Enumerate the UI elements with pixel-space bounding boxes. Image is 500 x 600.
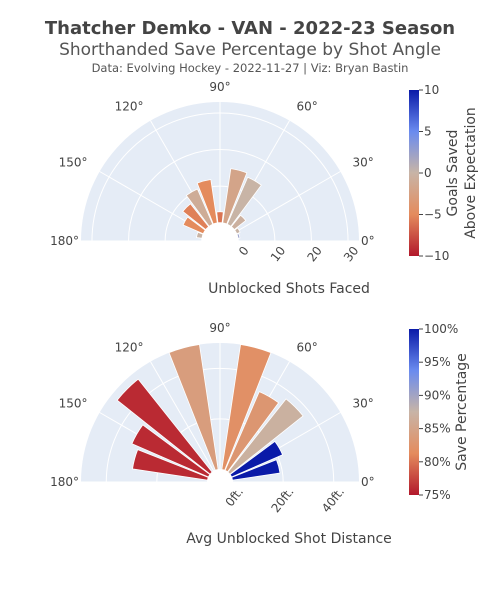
radial-tick-label: 0 [236, 244, 252, 259]
colorbar-gradient [409, 329, 419, 495]
angular-tick-label: 90° [209, 80, 230, 94]
chart-title: Thatcher Demko - VAN - 2022-23 Season [44, 18, 456, 39]
polar-bar [116, 378, 213, 475]
angular-tick-label: 120° [115, 340, 144, 354]
colorbar-title: Save Percentage [454, 353, 470, 471]
polar-bar [216, 211, 224, 224]
axis-label: Avg Unblocked Shot Distance [186, 531, 392, 547]
polar-chart-shot-distance: 180° 150° 120° 90° 60° 30° 0° 0ft. 20ft. 40ft. Avg… [50, 321, 392, 547]
angular-gridline [150, 361, 221, 483]
angular-tick-label: 0° [361, 475, 375, 489]
radial-tick-label: 20ft. [268, 485, 296, 516]
angular-tick-label: 180° [50, 475, 79, 489]
polar-bar [229, 440, 284, 478]
radial-tick-label: 40ft. [319, 485, 347, 516]
colorbar-title: Above Expectation [463, 107, 479, 239]
colorbar-tick-label: 90% [424, 388, 451, 402]
angular-tick-label: 30° [353, 156, 374, 170]
colorbar-tick-label: −10 [424, 249, 449, 263]
angular-tick-label: 180° [50, 234, 79, 248]
colorbar-tick-label: 95% [424, 355, 451, 369]
angular-tick-label: 0° [361, 234, 375, 248]
colorbar-tick-label: 85% [424, 422, 451, 436]
polar-bar [227, 398, 304, 475]
angular-tick-label: 150° [59, 156, 88, 170]
colorbar-gsax: 10 5 0 −5 −10 Goals Saved Above Expectation [409, 83, 479, 263]
polar-bar [132, 449, 209, 481]
radial-tick-label: 30 [341, 244, 361, 265]
colorbar-save-pct: 100% 95% 90% 85% 80% 75% Save Percentage [409, 322, 470, 502]
colorbar-tick-label: 80% [424, 455, 451, 469]
colorbar-tick-label: 5 [424, 125, 432, 139]
colorbar-tick-label: −5 [424, 208, 442, 222]
colorbar-tick-label: 0 [424, 166, 432, 180]
colorbar-gradient [409, 90, 419, 256]
angular-tick-label: 30° [353, 397, 374, 411]
polar-bar [131, 424, 211, 478]
data-credit: Data: Evolving Hockey - 2022-11-27 | Viz… [91, 61, 409, 75]
colorbar-tick-label: 100% [424, 322, 458, 336]
angular-tick-label: 60° [297, 99, 318, 113]
polar-bar [168, 344, 219, 471]
polar-hole [201, 222, 239, 241]
colorbar-tick-label: 75% [424, 488, 451, 502]
polar-bar [224, 391, 280, 473]
colorbar-tick-label: 10 [424, 83, 439, 97]
polar-bar [221, 344, 272, 471]
chart-subtitle: Shorthanded Save Percentage by Shot Angl… [59, 40, 441, 60]
radial-tick-label: 20 [304, 244, 324, 265]
angular-gridline [219, 171, 341, 242]
angular-tick-label: 120° [115, 99, 144, 113]
polar-chart-shots-faced: 180° 150° 120° 90° 60° 30° 0° 0 10 20 30 Unblocked … [50, 80, 375, 297]
axis-label: Unblocked Shots Faced [208, 281, 370, 297]
polar-hole [207, 469, 233, 482]
angular-tick-label: 90° [209, 321, 230, 335]
radial-tick-label: 10 [268, 244, 288, 265]
angular-tick-label: 60° [297, 340, 318, 354]
colorbar-title: Goals Saved [445, 130, 461, 217]
angular-tick-label: 150° [59, 397, 88, 411]
radial-tick-label: 0ft. [223, 485, 246, 510]
